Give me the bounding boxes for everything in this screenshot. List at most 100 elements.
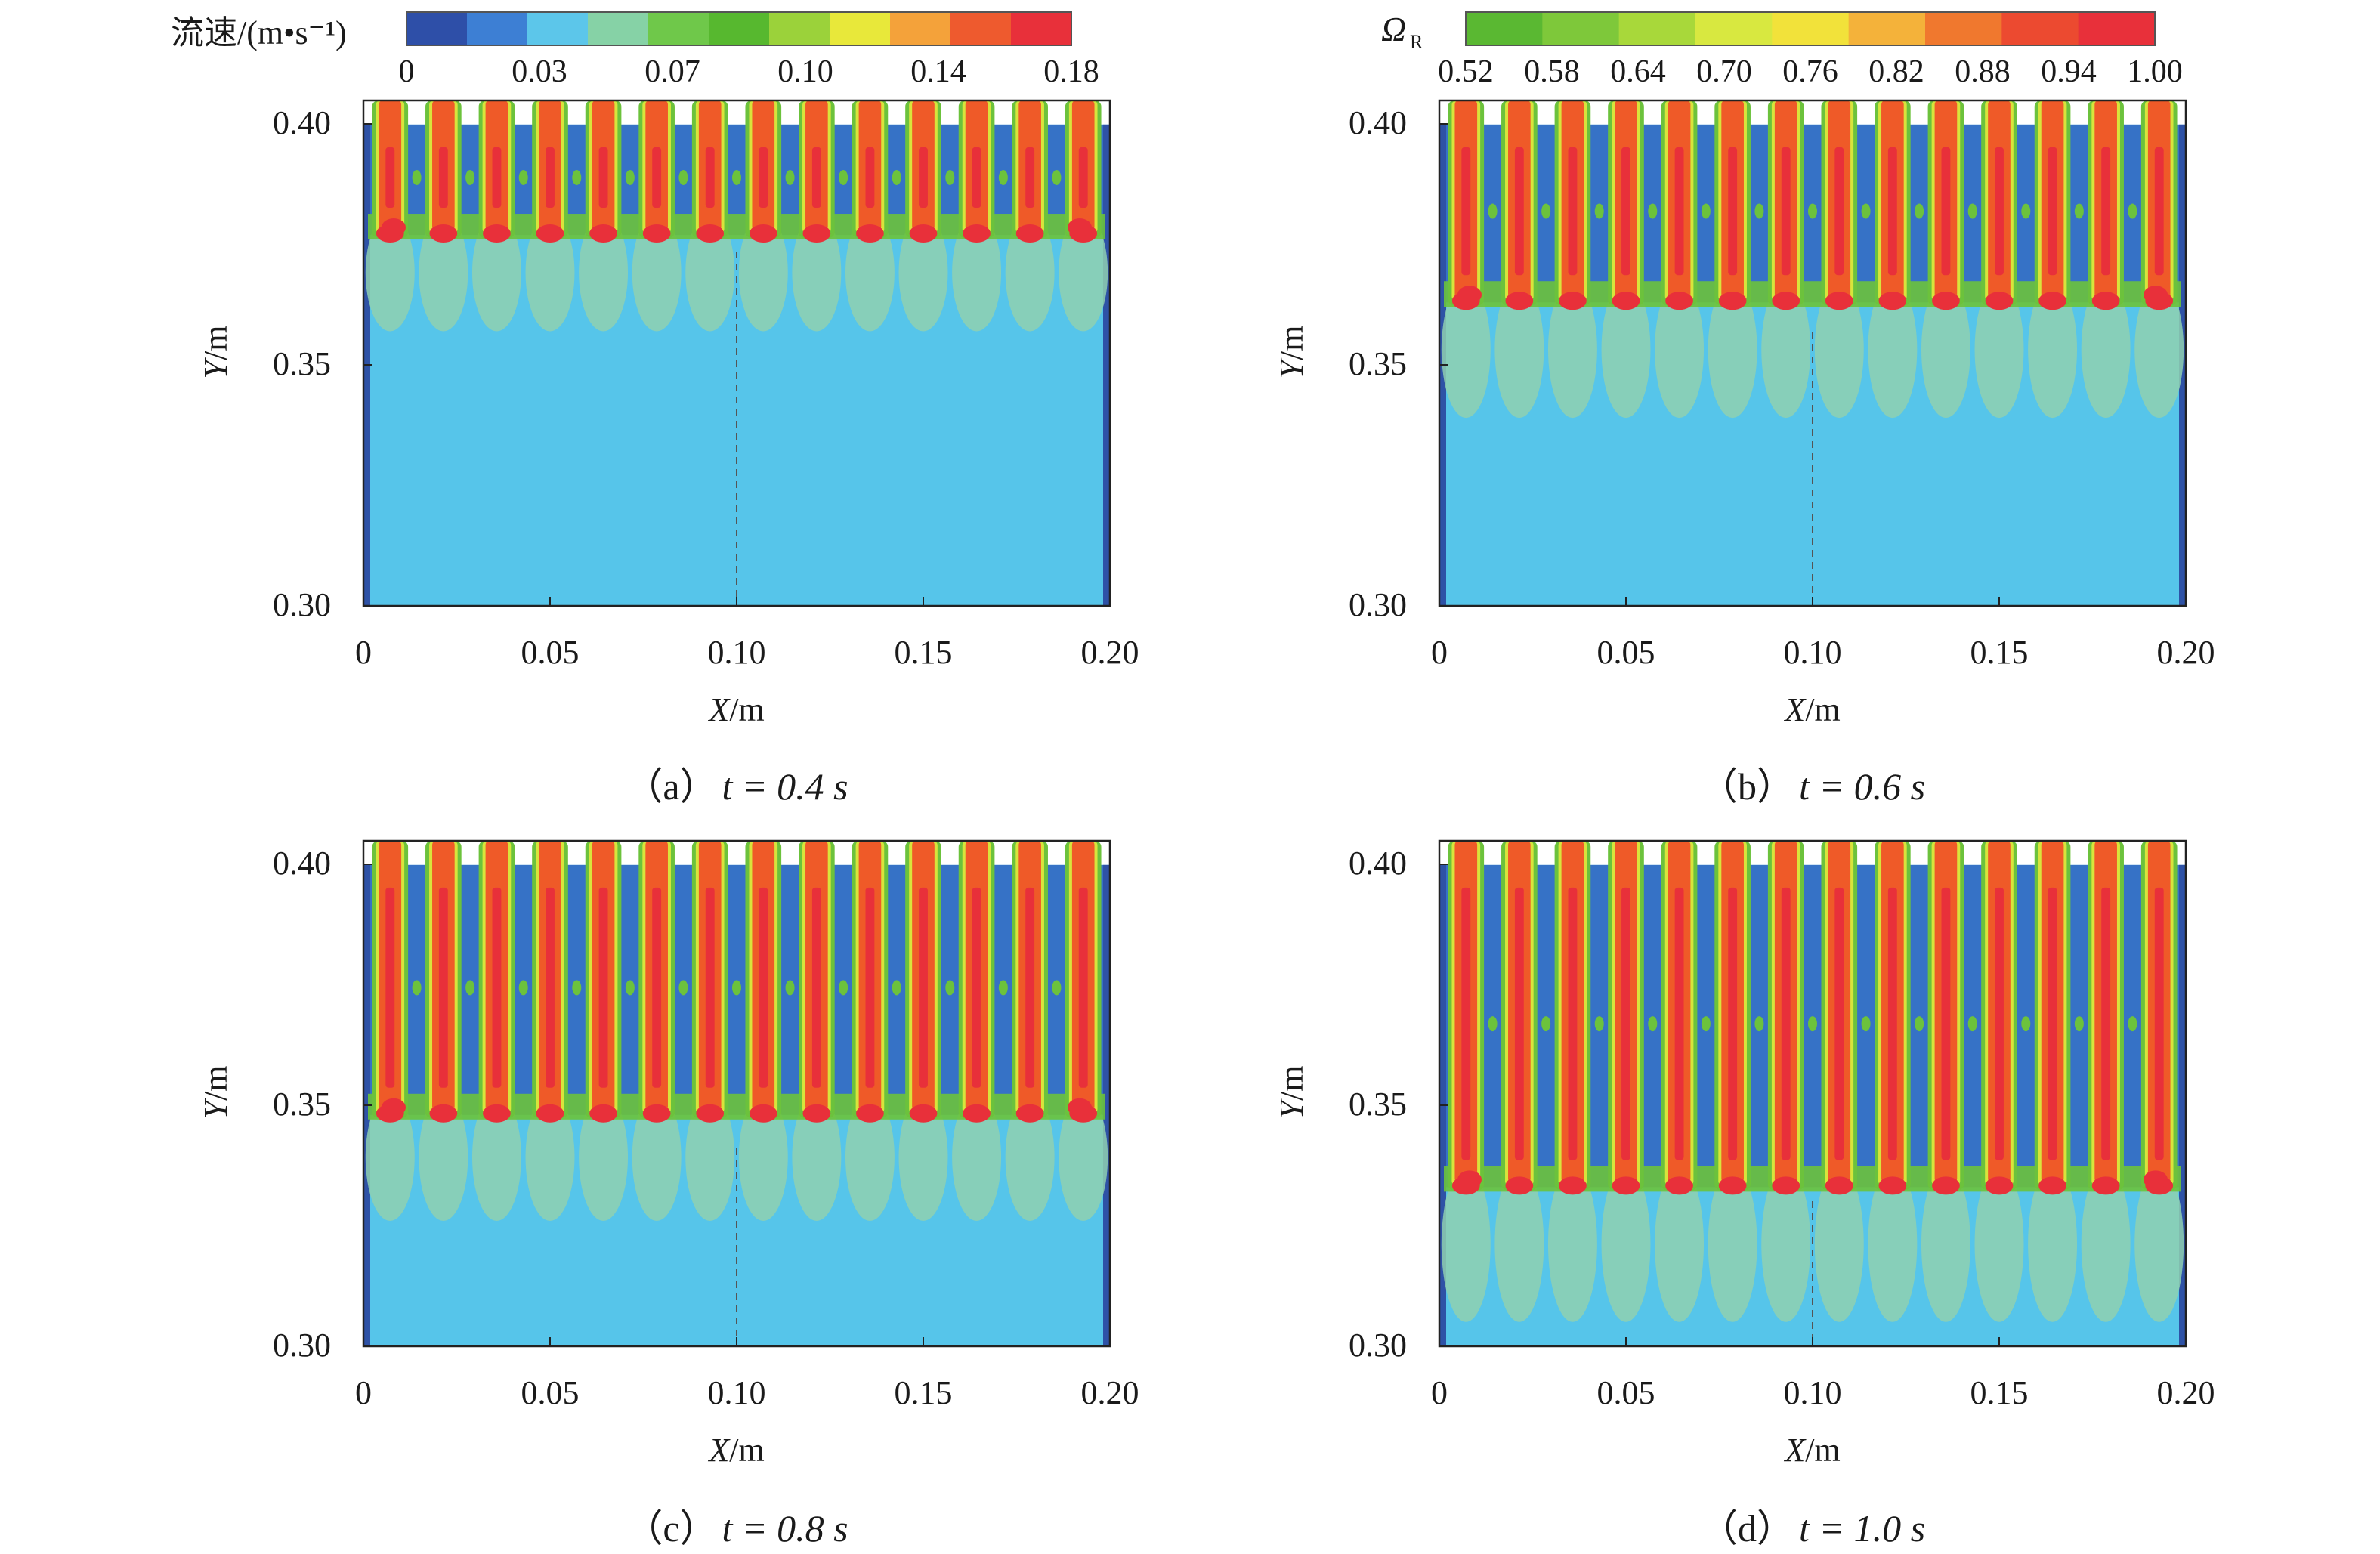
plume-lobe (845, 1093, 895, 1221)
contour-field (363, 841, 1110, 1346)
plume-lobe (1655, 281, 1705, 419)
x-tick-label: 0 (1431, 634, 1448, 671)
mixing-band (1444, 281, 2181, 307)
plume-lobe (1921, 281, 1970, 419)
plume-lobe (1494, 1166, 1544, 1322)
jet-head (1825, 292, 1853, 310)
plume-lobe (419, 1093, 468, 1221)
jet-hot-core (2101, 147, 2111, 276)
plume-lobe (632, 214, 682, 332)
gap-eddy (998, 169, 1008, 185)
jet-hot-core (1568, 147, 1578, 276)
gap-eddy (678, 980, 688, 996)
inlet-strip (363, 100, 1110, 125)
colorbar-velocity-tick: 0.10 (777, 54, 833, 89)
x-tick-label: 0.20 (1081, 1374, 1139, 1411)
contour-field (363, 100, 1110, 606)
x-tick-label: 0.05 (1597, 634, 1655, 671)
colorbar-swatch (1011, 12, 1072, 45)
gap-eddy (998, 980, 1008, 996)
plume-lobe (1761, 1166, 1811, 1322)
x-tick-label: 0.20 (2157, 634, 2215, 671)
gap-eddy (412, 980, 422, 996)
gap-eddy (625, 980, 635, 996)
colorbar-velocity-tick: 0 (399, 54, 415, 89)
gap-eddy (1915, 203, 1924, 219)
colorbar-omega-tick: 0.88 (1955, 54, 2011, 89)
y-tick-label: 0.40 (1349, 104, 1407, 141)
plume-lobe (579, 214, 629, 332)
jet-hot-core (438, 887, 448, 1088)
gap-eddy (1967, 203, 1977, 219)
x-axis-label: X/m (1783, 691, 1840, 728)
colorbar-velocity-frame (406, 11, 1072, 46)
wall-layer-right (2179, 864, 2186, 1346)
gap-eddy (1648, 203, 1658, 219)
axis-ticks (1439, 864, 2187, 1347)
gap-eddy (1701, 203, 1711, 219)
colorbar-omega-subscript: R (1410, 31, 1423, 53)
plume-lobe (1761, 281, 1811, 419)
jet-head (1665, 1176, 1693, 1195)
plume-lobe (1708, 281, 1757, 419)
jet-hot-core (1078, 147, 1088, 209)
jet-hot-core (1674, 147, 1684, 276)
gap-eddy (678, 169, 688, 185)
colorbar-velocity-tick: 0.14 (910, 54, 966, 89)
wall-layer-right (1103, 864, 1110, 1346)
wall-layer-right (1103, 124, 1110, 606)
jet-hot-core (385, 147, 395, 209)
plume-lobe (471, 214, 521, 332)
jet-hot-core (2154, 147, 2164, 276)
gap-eddy (945, 980, 955, 996)
plume-lobe (845, 214, 895, 332)
plume-lobe (1059, 1093, 1108, 1221)
plume-lobe (1921, 1166, 1970, 1322)
y-tick-label: 0.35 (1349, 1086, 1407, 1123)
jet-hot-core (1781, 147, 1791, 276)
plume-lobe (898, 214, 948, 332)
y-tick-label: 0.35 (273, 1086, 331, 1123)
jet-hot-core (652, 887, 662, 1088)
colorbar-swatch (830, 12, 891, 45)
jet-hot-core (2048, 147, 2057, 276)
jet-hot-core (1568, 887, 1578, 1160)
wall-vortex-right (1068, 1098, 1092, 1117)
jet-head (1772, 292, 1800, 310)
jet-head (1505, 1176, 1534, 1195)
jet-head (589, 1104, 617, 1123)
jet-hot-core (1995, 887, 2004, 1160)
plume-lobe (2134, 1166, 2184, 1322)
inlet-strip (1439, 841, 2186, 865)
plume-lobe (685, 214, 735, 332)
jet-hot-core (1995, 147, 2004, 276)
gap-eddy (465, 169, 475, 185)
x-tick-label: 0.10 (1784, 1374, 1842, 1411)
wall-vortex-left (1457, 286, 1482, 304)
gap-eddy (465, 980, 475, 996)
jet-hot-core (1728, 887, 1738, 1160)
panel-c: 0.30 0.35 0.40 0 0.05 0.10 0.15 0.20 X/m… (197, 839, 1139, 1549)
colorbar-velocity-ticks: 0 0.03 0.07 0.10 0.14 0.18 (399, 54, 1099, 89)
colorbar-swatch (1772, 12, 1850, 45)
colorbar-omega-tick: 0.76 (1782, 54, 1838, 89)
x-axis-label: X/m (1783, 1432, 1840, 1469)
jet-head (429, 224, 458, 243)
jet-hot-core (972, 147, 981, 209)
gap-eddy (839, 169, 848, 185)
x-tick-label: 0.15 (895, 634, 953, 671)
y-tick-label: 0.35 (1349, 345, 1407, 382)
colorbar-velocity-tick: 0.07 (644, 54, 700, 89)
gap-eddy (1594, 203, 1604, 219)
colorbar-swatch (1848, 12, 1926, 45)
gap-eddy (572, 980, 582, 996)
colorbar-swatch (1466, 12, 1543, 45)
mixing-band (368, 214, 1105, 240)
gap-eddy (518, 980, 528, 996)
gap-eddy (1701, 1016, 1711, 1032)
jet-hot-core (2101, 887, 2111, 1160)
x-axis-label: X/m (707, 691, 764, 728)
y-axis-label: Y/m (1273, 1066, 1310, 1120)
colorbar-swatch (950, 12, 1012, 45)
gap-eddy (1052, 980, 1062, 996)
